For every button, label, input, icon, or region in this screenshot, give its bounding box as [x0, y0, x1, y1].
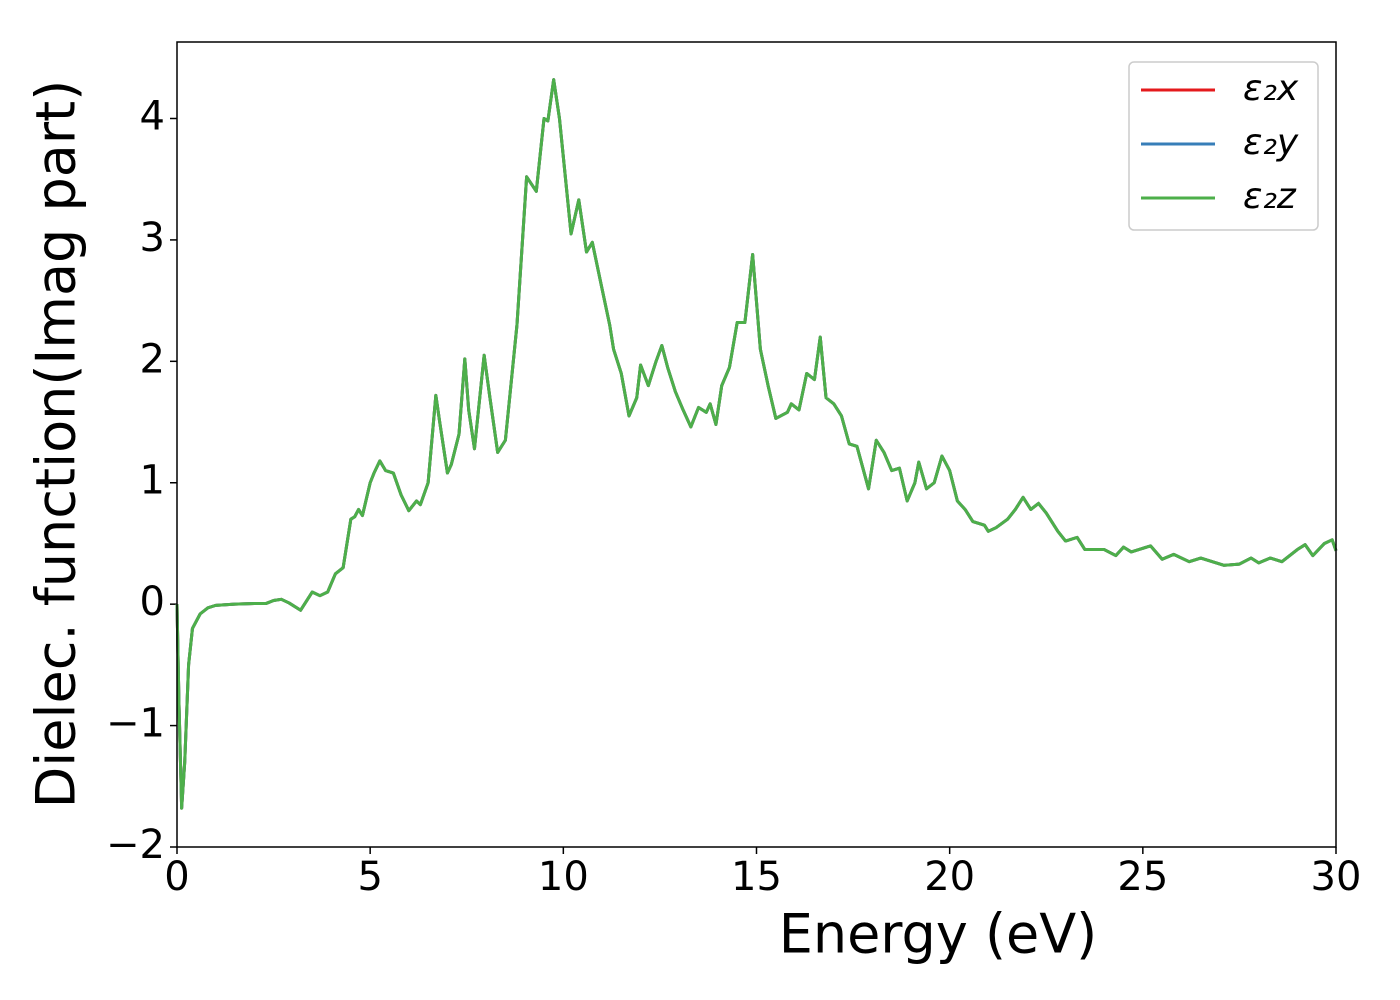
- x-tick-label: 15: [731, 854, 782, 900]
- y-tick-label: 0: [140, 579, 165, 625]
- y-axis-label: Dielec. function(Imag part): [25, 80, 88, 809]
- y-tick-label: 2: [140, 336, 165, 382]
- x-tick-label: 0: [164, 854, 189, 900]
- x-tick-label: 30: [1311, 854, 1362, 900]
- y-tick-label: −1: [106, 701, 165, 747]
- y-tick-label: 1: [140, 458, 165, 504]
- x-tick-label: 10: [538, 854, 589, 900]
- x-tick-label: 5: [357, 854, 382, 900]
- plot-frame: [176, 41, 1337, 848]
- y-tick-label: −2: [106, 822, 165, 868]
- x-axis-label: Energy (eV): [779, 903, 1098, 966]
- legend-label: ε₂x: [1243, 68, 1299, 109]
- data-line: [175, 78, 1338, 810]
- y-tick-label: 3: [140, 215, 165, 261]
- legend-label: ε₂y: [1243, 122, 1299, 163]
- x-tick-label: 25: [1117, 854, 1168, 900]
- y-tick-label: 4: [140, 93, 165, 139]
- legend-box: [1128, 61, 1319, 231]
- legend-label: ε₂z: [1243, 176, 1297, 217]
- x-tick-label: 20: [924, 854, 975, 900]
